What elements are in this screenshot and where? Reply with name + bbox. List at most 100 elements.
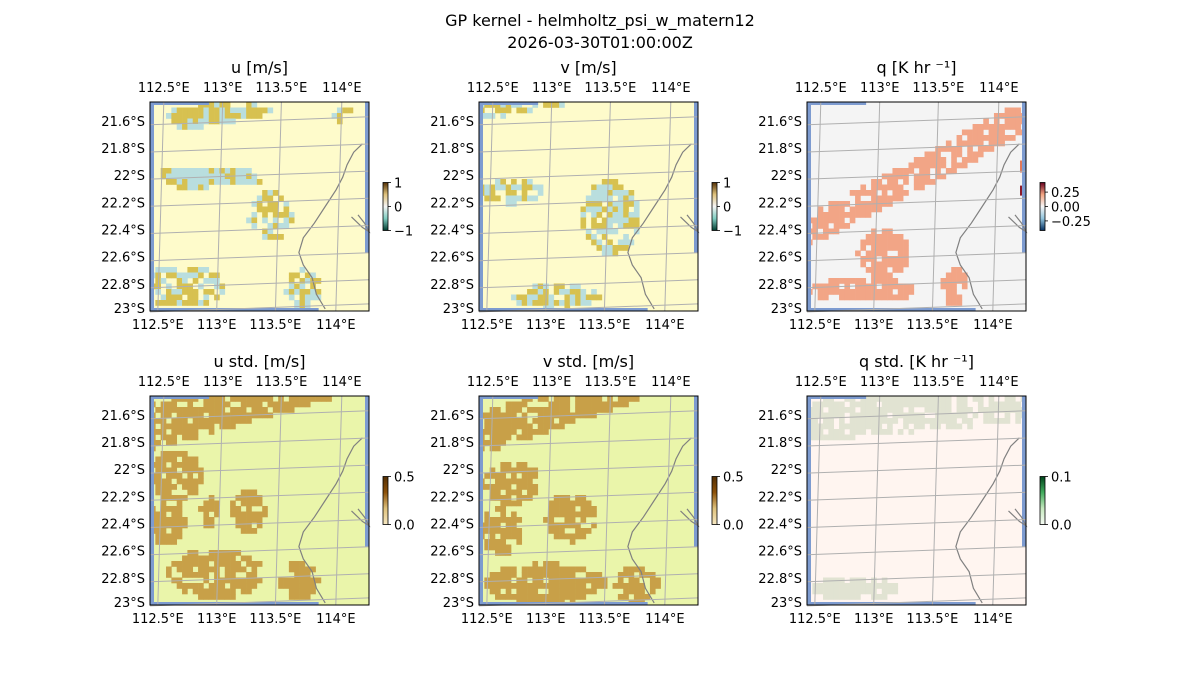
heatmap-cell [537, 184, 544, 191]
heatmap-cell [580, 300, 587, 306]
lon-tick-label-bottom: 113°E [197, 318, 237, 333]
heatmap-cell [972, 151, 979, 158]
heatmap-cell [881, 239, 888, 246]
heatmap-cell [967, 140, 973, 147]
heatmap-cell [951, 151, 957, 158]
heatmap-cell [532, 467, 539, 474]
heatmap-cell [214, 412, 220, 419]
panel-title: u [m/s] [231, 58, 288, 77]
heatmap-cell [575, 528, 581, 534]
heatmap-cell [166, 173, 172, 180]
heatmap-cell [591, 234, 597, 240]
heatmap-cell [585, 401, 592, 408]
heatmap-cell [219, 179, 226, 185]
colorbar-tick-label: 0.0 [1051, 519, 1072, 534]
heatmap-cell [924, 173, 931, 180]
heatmap-cell [219, 550, 226, 556]
heatmap-cell [548, 588, 555, 595]
heatmap-cell [924, 418, 931, 424]
heatmap-cell [865, 407, 872, 413]
heatmap-cell [230, 423, 236, 430]
parallel-gridline [149, 197, 370, 207]
heatmap-cell [892, 267, 899, 273]
heatmap-cell [511, 467, 517, 474]
heatmap-cell [198, 173, 204, 180]
heatmap-cell [187, 179, 194, 185]
heatmap-cell [214, 401, 220, 408]
heatmap-cell [617, 401, 624, 408]
heatmap-cell [489, 429, 496, 435]
heatmap-cell [160, 429, 167, 435]
heatmap-cell [214, 555, 220, 562]
heatmap-cell [887, 261, 893, 268]
lon-tick-label-bottom: 112.5°E [461, 612, 513, 627]
heatmap-cell [511, 201, 517, 207]
heatmap-cell [855, 429, 861, 435]
heatmap-cell [500, 495, 507, 501]
heatmap-cell [240, 588, 247, 595]
heatmap-cell [860, 283, 867, 290]
heatmap-cell [214, 278, 220, 284]
heatmap-cell [171, 113, 178, 119]
heatmap-cell [553, 396, 560, 402]
heatmap-cell [166, 467, 172, 474]
heatmap-cell [860, 418, 867, 424]
panel-title: q [K hr ⁻¹] [877, 58, 957, 77]
meridian-gridline [603, 101, 611, 312]
heatmap-cell [262, 407, 268, 413]
heatmap-cell [230, 107, 236, 114]
colorbar [711, 182, 718, 231]
heatmap-cell [288, 217, 295, 224]
heatmap-cell [532, 594, 539, 600]
heatmap-cell [855, 423, 861, 430]
heatmap-cell [1004, 396, 1011, 402]
heatmap-cell [516, 434, 523, 441]
meridian-gridline [274, 101, 282, 312]
heatmap-cell [214, 118, 220, 125]
heatmap-cell [580, 533, 587, 540]
heatmap-cell [160, 456, 167, 463]
heatmap-cell [871, 245, 877, 251]
map-panel-3: q [K hr ⁻¹]112.5°E112.5°E113°E113°E113.5… [758, 58, 1091, 333]
heatmap-cell [591, 239, 597, 246]
heatmap-cell [1004, 124, 1011, 130]
heatmap-cell [633, 577, 640, 584]
heatmap-cell [881, 429, 888, 435]
heatmap-cell [511, 528, 517, 534]
heatmap-cell [198, 572, 204, 578]
heatmap-cell [876, 195, 883, 202]
heatmap-cell [591, 289, 597, 295]
heatmap-cell [208, 423, 215, 430]
heatmap-cell [171, 539, 178, 545]
heatmap-cell [246, 500, 252, 507]
heatmap-cell [203, 118, 210, 125]
heatmap-cell [516, 184, 523, 191]
heatmap-cell [972, 129, 979, 136]
heatmap-cell [569, 583, 576, 589]
heatmap-cell [881, 407, 888, 413]
heatmap-cell [505, 588, 512, 595]
heatmap-cell [649, 577, 656, 584]
heatmap-cell [601, 245, 608, 251]
heatmap-cell [575, 511, 581, 518]
heatmap-cell [176, 462, 183, 468]
heatmap-cell [1004, 118, 1011, 125]
heatmap-cell [929, 407, 936, 413]
heatmap-cell [559, 418, 565, 424]
heatmap-cell [913, 396, 920, 402]
coastline [627, 143, 692, 310]
heatmap-cell [639, 566, 645, 573]
heatmap-cell [623, 223, 629, 229]
lon-tick-label-top: 114°E [322, 375, 362, 390]
heatmap-cell [940, 396, 947, 402]
heatmap-cell [876, 583, 883, 589]
heatmap-cell [897, 173, 904, 180]
heatmap-cell [272, 234, 279, 240]
heatmap-cell [176, 107, 183, 114]
colorbar [382, 182, 389, 231]
heatmap-cell [612, 190, 619, 196]
heatmap-cell [511, 517, 517, 523]
heatmap-cell [945, 418, 952, 424]
heatmap-cell [500, 577, 507, 584]
heatmap-cell [192, 418, 199, 424]
